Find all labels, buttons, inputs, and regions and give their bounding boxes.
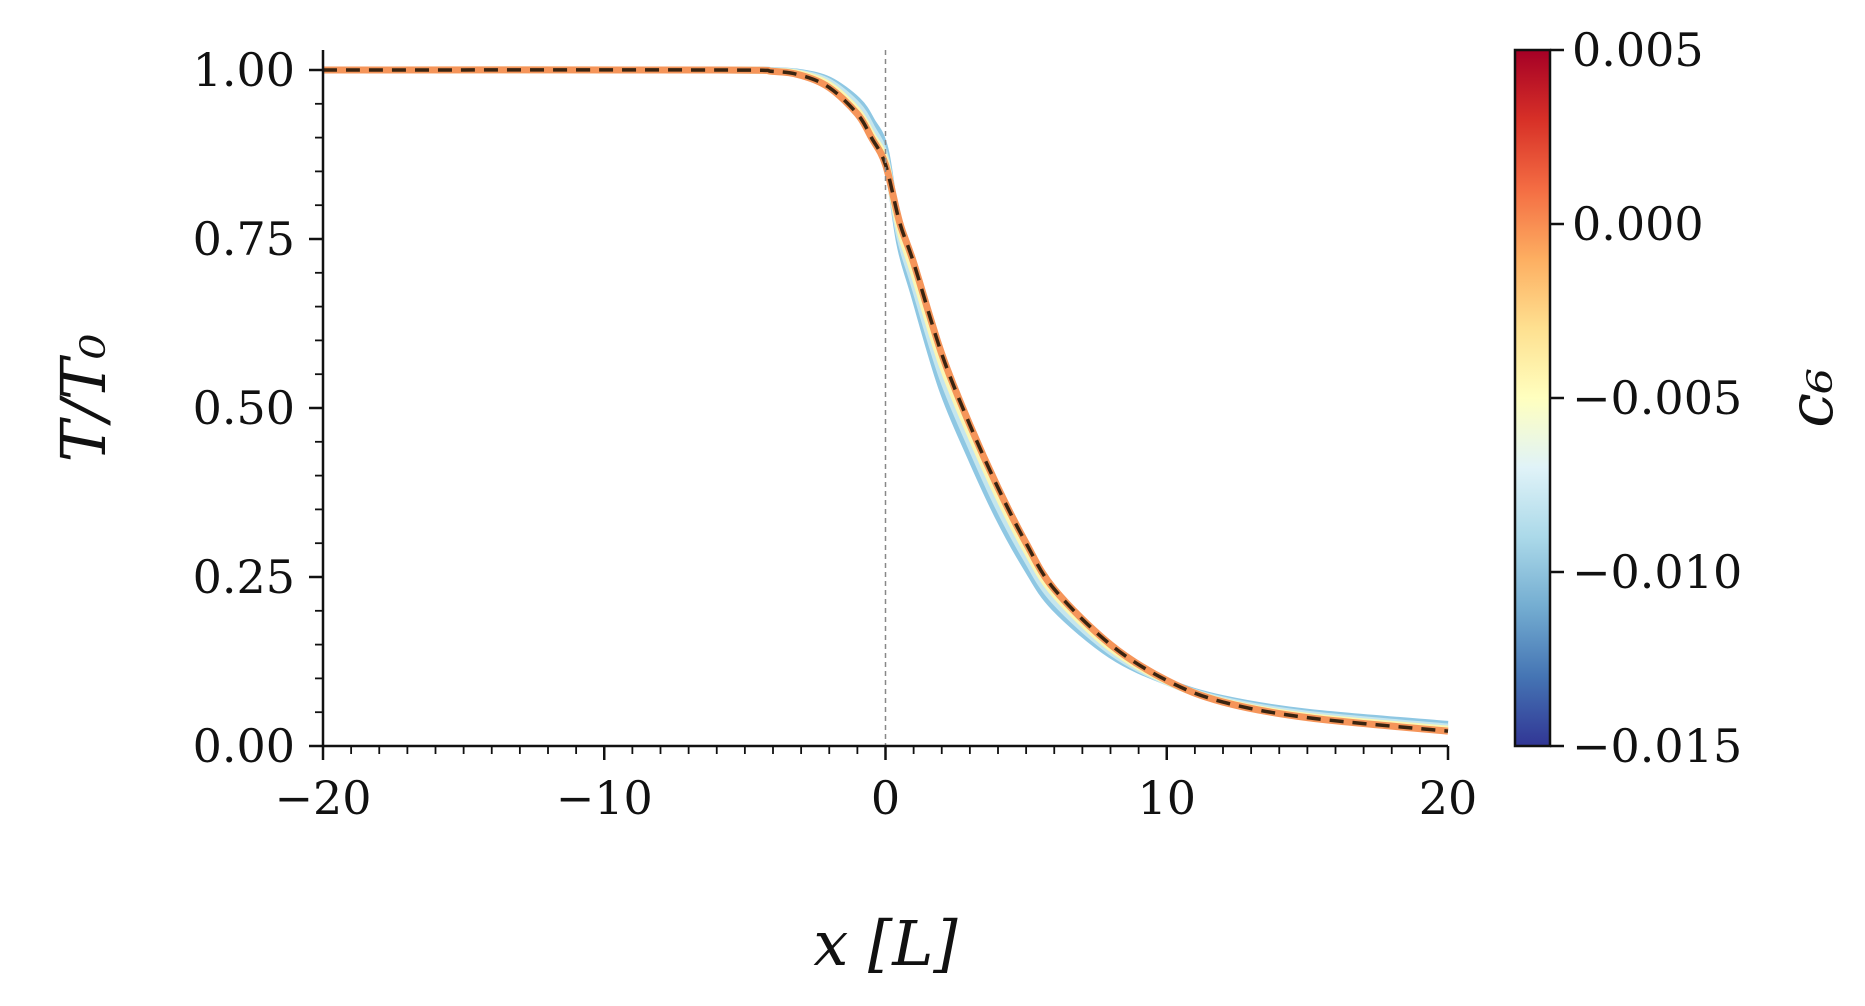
y-tick-label: 0.50 [193, 381, 295, 435]
colorbar: 0.005 0.000 −0.005 −0.010 −0.015 c₆ [1513, 23, 1847, 773]
axes: −20 −10 0 10 20 0.00 0.25 0.50 0.75 1.00 [193, 43, 1478, 825]
series-layer [322, 66, 1449, 735]
x-tick-label: 20 [1419, 771, 1478, 825]
x-tick-label: −20 [274, 771, 371, 825]
colorbar-tick-label: 0.005 [1572, 23, 1704, 77]
series-line-dashed-reference [322, 68, 1449, 733]
x-axis-title: x [L] [813, 907, 958, 980]
plot-area: −20 −10 0 10 20 0.00 0.25 0.50 0.75 1.00 [193, 43, 1478, 825]
y-tick-label: 0.75 [193, 212, 295, 266]
colorbar-tick-label: −0.010 [1572, 545, 1742, 599]
colorbar-tick-label: 0.000 [1572, 197, 1704, 251]
y-tick-label: 1.00 [193, 43, 295, 97]
colorbar-ticks: 0.005 0.000 −0.005 −0.010 −0.015 [1550, 23, 1742, 773]
x-tick-label: 10 [1137, 771, 1196, 825]
colorbar-title: c₆ [1774, 368, 1847, 428]
x-tick-label: 0 [871, 771, 900, 825]
colorbar-gradient [1513, 48, 1552, 748]
x-tick-label: −10 [556, 771, 653, 825]
y-tick-label: 0.25 [193, 550, 295, 604]
colorbar-tick-label: −0.005 [1572, 371, 1742, 425]
y-axis-title: T/T₀ [47, 334, 120, 463]
y-tick-label: 0.00 [193, 719, 295, 773]
colorbar-tick-label: −0.015 [1572, 719, 1742, 773]
